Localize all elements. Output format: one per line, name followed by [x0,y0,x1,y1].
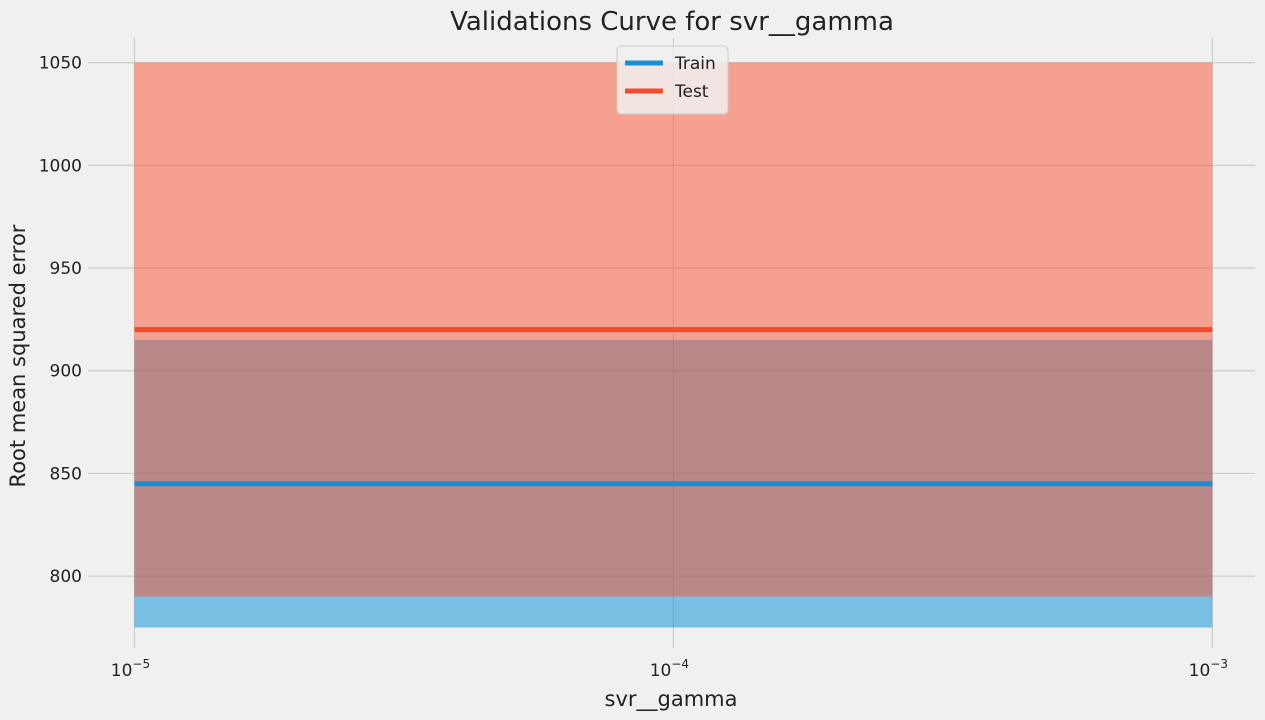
y-tick-label: 1000 [39,156,82,176]
y-tick-label: 800 [50,567,82,587]
y-tick-label: 1050 [39,54,82,74]
y-axis-label: Root mean squared error [6,224,30,487]
chart-title: Validations Curve for svr__gamma [450,7,894,37]
x-tick-label: 10−4 [650,657,689,681]
line-layer [134,327,1213,487]
legend: Train Test [616,45,729,115]
band-layer [134,62,1213,628]
legend-label-test: Test [674,82,709,102]
y-tick-label: 850 [50,464,82,484]
x-axis-label: svr__gamma [605,687,738,712]
y-tick-label: 950 [50,259,82,279]
x-tick-label: 10−3 [1189,657,1228,681]
x-tick-label: 10−5 [111,657,150,681]
legend-label-train: Train [674,54,716,74]
y-tick-label: 900 [50,362,82,382]
tick-layer: 800 850 900 950 1000 1050 10−5 10−4 10−3 [39,54,1228,681]
